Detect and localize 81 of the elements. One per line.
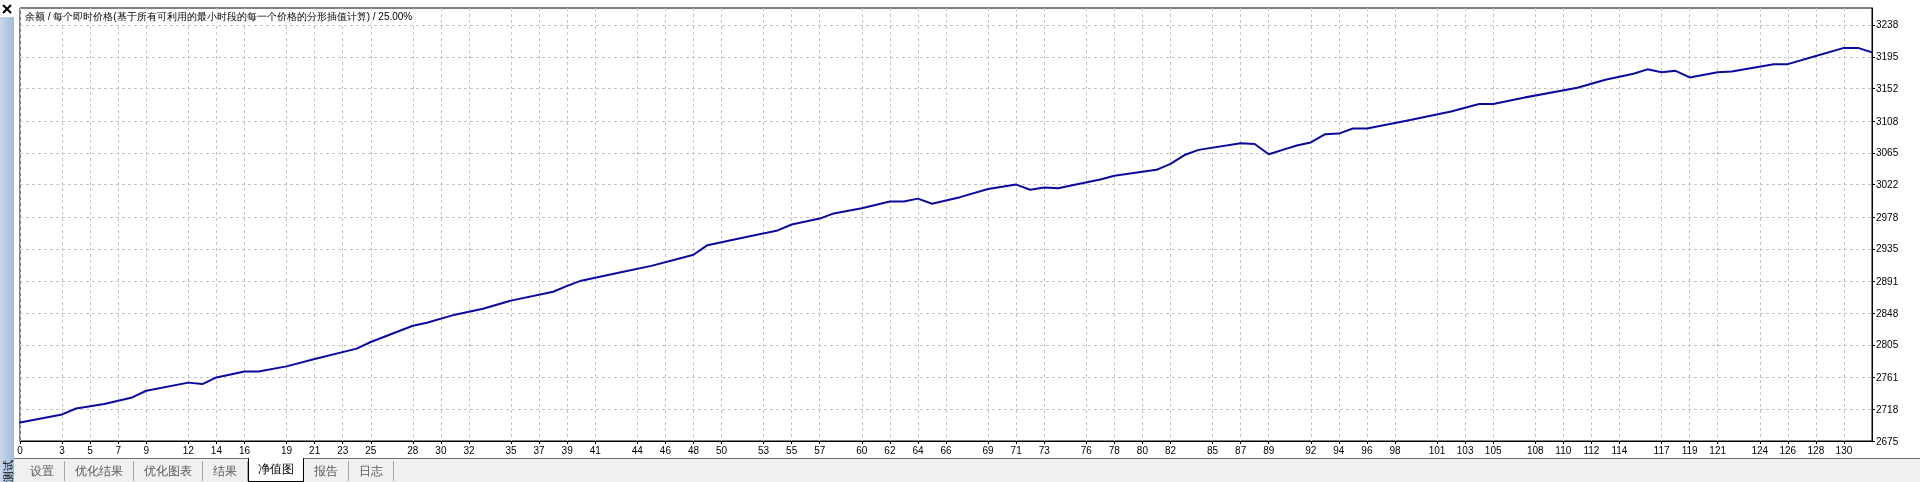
x-tick-label: 96: [1361, 444, 1373, 456]
x-tick-label: 53: [758, 444, 770, 456]
y-tick-label: 3195: [1876, 51, 1899, 63]
x-tick-label: 124: [1751, 444, 1769, 456]
x-tick-label: 114: [1611, 444, 1628, 456]
text: 日志: [349, 461, 394, 481]
x-tick-label: 57: [814, 444, 826, 456]
x-tick-label: 35: [505, 444, 518, 456]
y-tick-label: 2848: [1876, 307, 1899, 319]
x-tick-label: 105: [1484, 444, 1502, 456]
x-tick-label: 41: [589, 444, 602, 456]
x-tick-label: 48: [687, 444, 700, 456]
x-tick-label: 73: [1038, 444, 1051, 456]
x-tick-label: 128: [1807, 444, 1825, 456]
x-tick-label: 12: [182, 444, 195, 456]
x-tick-label: 28: [407, 444, 419, 456]
x-tick-label: 80: [1136, 444, 1149, 456]
x-tick-label: 0: [17, 444, 24, 456]
x-tick-label: 85: [1207, 444, 1219, 456]
text: 优化结果: [65, 461, 134, 481]
x-tick-label: 23: [337, 444, 349, 456]
x-tick-label: 21: [309, 444, 321, 456]
x-tick-label: 37: [533, 444, 546, 456]
chart-title: 余额 / 每个即时价格(基于所有可利用的最小时段的每一个价格的分形插值计算) / 25.00%: [25, 10, 413, 22]
x-tick-label: 32: [463, 444, 475, 456]
x-tick-label: 76: [1080, 444, 1093, 456]
x-tick-label: 112: [1583, 444, 1600, 456]
text: 报告: [304, 461, 349, 481]
y-tick-label: 2891: [1876, 275, 1899, 287]
x-tick-label: 121: [1709, 444, 1727, 456]
x-tick-label: 3: [59, 444, 66, 456]
y-tick-label: 3238: [1876, 19, 1899, 31]
x-tick-label: 119: [1681, 444, 1699, 456]
x-tick-label: 50: [715, 444, 728, 456]
text: 优化图表: [134, 461, 203, 481]
x-tick-label: 14: [210, 444, 223, 456]
line-series: [19, 46, 1873, 424]
x-tick-label: 64: [912, 444, 924, 456]
x-tick-label: 89: [1263, 444, 1275, 456]
x-tick-label: 98: [1389, 444, 1401, 456]
x-tick-label: 101: [1428, 444, 1446, 456]
x-tick-label: 60: [856, 444, 868, 456]
x-tick-label: 62: [884, 444, 896, 456]
x-tick-label: 25: [365, 444, 377, 456]
text: 设置: [20, 461, 65, 481]
x-tick-label: 108: [1526, 444, 1545, 456]
x-tick-label: 103: [1456, 444, 1474, 456]
y-tick-label: 3065: [1876, 147, 1899, 159]
y-tick-label: 3108: [1876, 115, 1899, 127]
x-tick-label: 30: [435, 444, 447, 456]
y-tick-label: 3022: [1876, 179, 1899, 191]
x-tick-label: 82: [1164, 444, 1177, 456]
x-tick-label: 9: [143, 444, 150, 456]
x-tick-label: 110: [1555, 444, 1572, 456]
y-tick-label: 2675: [1876, 435, 1899, 447]
x-tick-label: 7: [115, 444, 122, 456]
x-tick-label: 71: [1010, 444, 1023, 456]
y-tick-label: 2761: [1876, 371, 1899, 383]
x-tick-label: 44: [631, 444, 644, 456]
x-tick-label: 78: [1108, 444, 1121, 456]
y-tick-label: 3152: [1876, 83, 1899, 95]
x-tick-label: 19: [281, 444, 293, 456]
x-tick-label: 94: [1333, 444, 1345, 456]
x-tick-label: 117: [1653, 444, 1670, 456]
x-tick-label: 66: [940, 444, 952, 456]
x-tick-label: 39: [561, 444, 574, 456]
y-tick-label: 2805: [1876, 339, 1899, 351]
x-tick-label: 92: [1305, 444, 1317, 456]
y-tick-label: 2978: [1876, 211, 1899, 223]
x-tick-label: 130: [1835, 444, 1853, 456]
x-tick-label: 69: [982, 444, 995, 456]
y-tick-label: 2718: [1876, 403, 1899, 415]
x-tick-label: 5: [87, 444, 94, 456]
text: 结果: [203, 461, 248, 481]
x-tick-label: 55: [786, 444, 798, 456]
y-tick-label: 2935: [1876, 243, 1899, 255]
text: 测试: [1, 458, 15, 482]
x-tick-label: 16: [238, 444, 251, 456]
x-tick-label: 126: [1779, 444, 1797, 456]
x-tick-label: 87: [1235, 444, 1247, 456]
x-tick-label: 46: [659, 444, 672, 456]
